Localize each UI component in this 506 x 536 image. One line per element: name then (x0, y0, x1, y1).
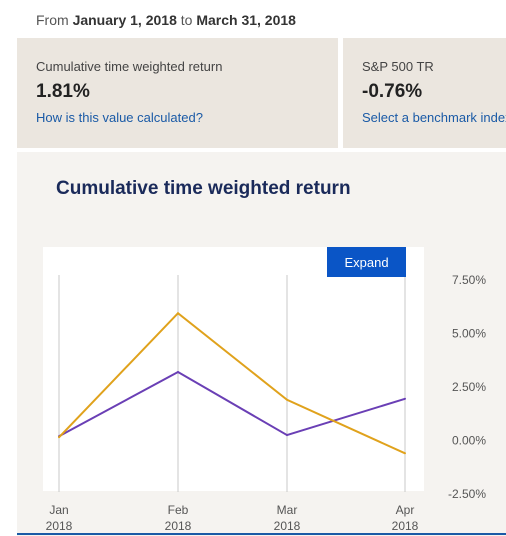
date-range-to: to (180, 12, 193, 28)
y-tick-label: 5.00% (452, 327, 486, 341)
benchmark-value: -0.76% (362, 81, 423, 102)
portfolio-return-value: 1.81% (36, 81, 90, 102)
y-tick-label: 7.50% (452, 273, 486, 287)
date-range-start: January 1, 2018 (72, 12, 177, 28)
chart-panel: Cumulative time weighted return 7.50% 5.0… (17, 152, 506, 536)
benchmark-return-line (58, 311, 406, 455)
portfolio-return-line-point (404, 397, 406, 400)
date-range-prefix: From (36, 12, 69, 28)
x-tick-month: Mar (277, 503, 298, 517)
x-tick-month: Jan (49, 503, 68, 517)
portfolio-return-line-point (286, 434, 288, 437)
portfolio-return-card: Cumulative time weighted return 1.81% Ho… (17, 38, 338, 148)
date-range-end: March 31, 2018 (196, 12, 296, 28)
x-tick-year: 2018 (392, 519, 419, 533)
date-range: From January 1, 2018 to March 31, 2018 (36, 12, 296, 28)
x-tick-year: 2018 (274, 519, 301, 533)
expand-button[interactable]: Expand (327, 247, 406, 277)
x-tick-year: 2018 (165, 519, 192, 533)
select-benchmark-link[interactable]: Select a benchmark index (362, 110, 506, 125)
benchmark-return-line-point (177, 312, 179, 315)
x-tick-month: Feb (168, 503, 189, 517)
y-tick-label: 0.00% (452, 434, 486, 448)
benchmark-card: S&P 500 TR -0.76% Select a benchmark ind… (343, 38, 506, 148)
x-tick-month: Apr (396, 503, 415, 517)
portfolio-return-label: Cumulative time weighted return (36, 59, 223, 74)
return-line-chart: 7.50% 5.00% 2.50% 0.00% -2.50% Jan 2018 Feb 2018… (46, 273, 487, 533)
plot-area (43, 247, 424, 491)
chart-title: Cumulative time weighted return (56, 178, 351, 199)
y-tick-label: -2.50% (448, 487, 486, 501)
benchmark-return-line-point (286, 398, 288, 401)
portfolio-return-line-point (177, 371, 179, 373)
y-tick-label: 2.50% (452, 380, 486, 394)
benchmark-label: S&P 500 TR (362, 59, 434, 74)
bottom-rule (17, 533, 506, 535)
benchmark-return-line-point (404, 452, 406, 455)
portfolio-return-line (58, 370, 406, 438)
calculation-help-link[interactable]: How is this value calculated? (36, 110, 203, 125)
x-tick-year: 2018 (46, 519, 73, 533)
benchmark-return-line-point (58, 436, 60, 439)
